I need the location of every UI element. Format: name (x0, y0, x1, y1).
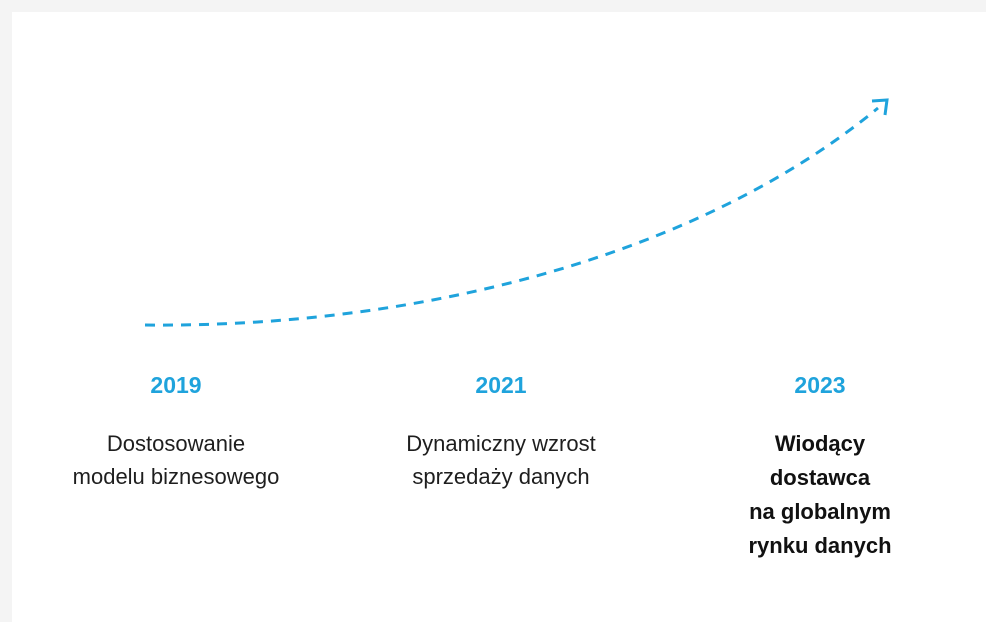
description-line: sprzedaży danych (412, 464, 590, 489)
description-line: Dostosowanie (106, 431, 246, 456)
description: Dynamiczny wzrost sprzedaży danych (351, 427, 651, 493)
description-line: Dynamiczny wzrost (406, 431, 596, 456)
dashed-curve (144, 106, 879, 327)
year: 2019 (150, 372, 202, 398)
arrow-head (871, 98, 889, 116)
card (12, 12, 986, 622)
description-line: rynku danych (748, 533, 892, 558)
year: 2023 (794, 372, 846, 398)
description: Wiodący dostawca na globalnym rynku dany… (670, 427, 970, 563)
year: 2021 (475, 372, 527, 398)
description: Dostosowanie modelu biznesowego (26, 427, 326, 493)
description-line: modelu biznesowego (72, 464, 280, 489)
description-line: dostawca (769, 465, 871, 490)
description-line: na globalnym (749, 499, 891, 524)
description-line: Wiodący (774, 431, 866, 456)
